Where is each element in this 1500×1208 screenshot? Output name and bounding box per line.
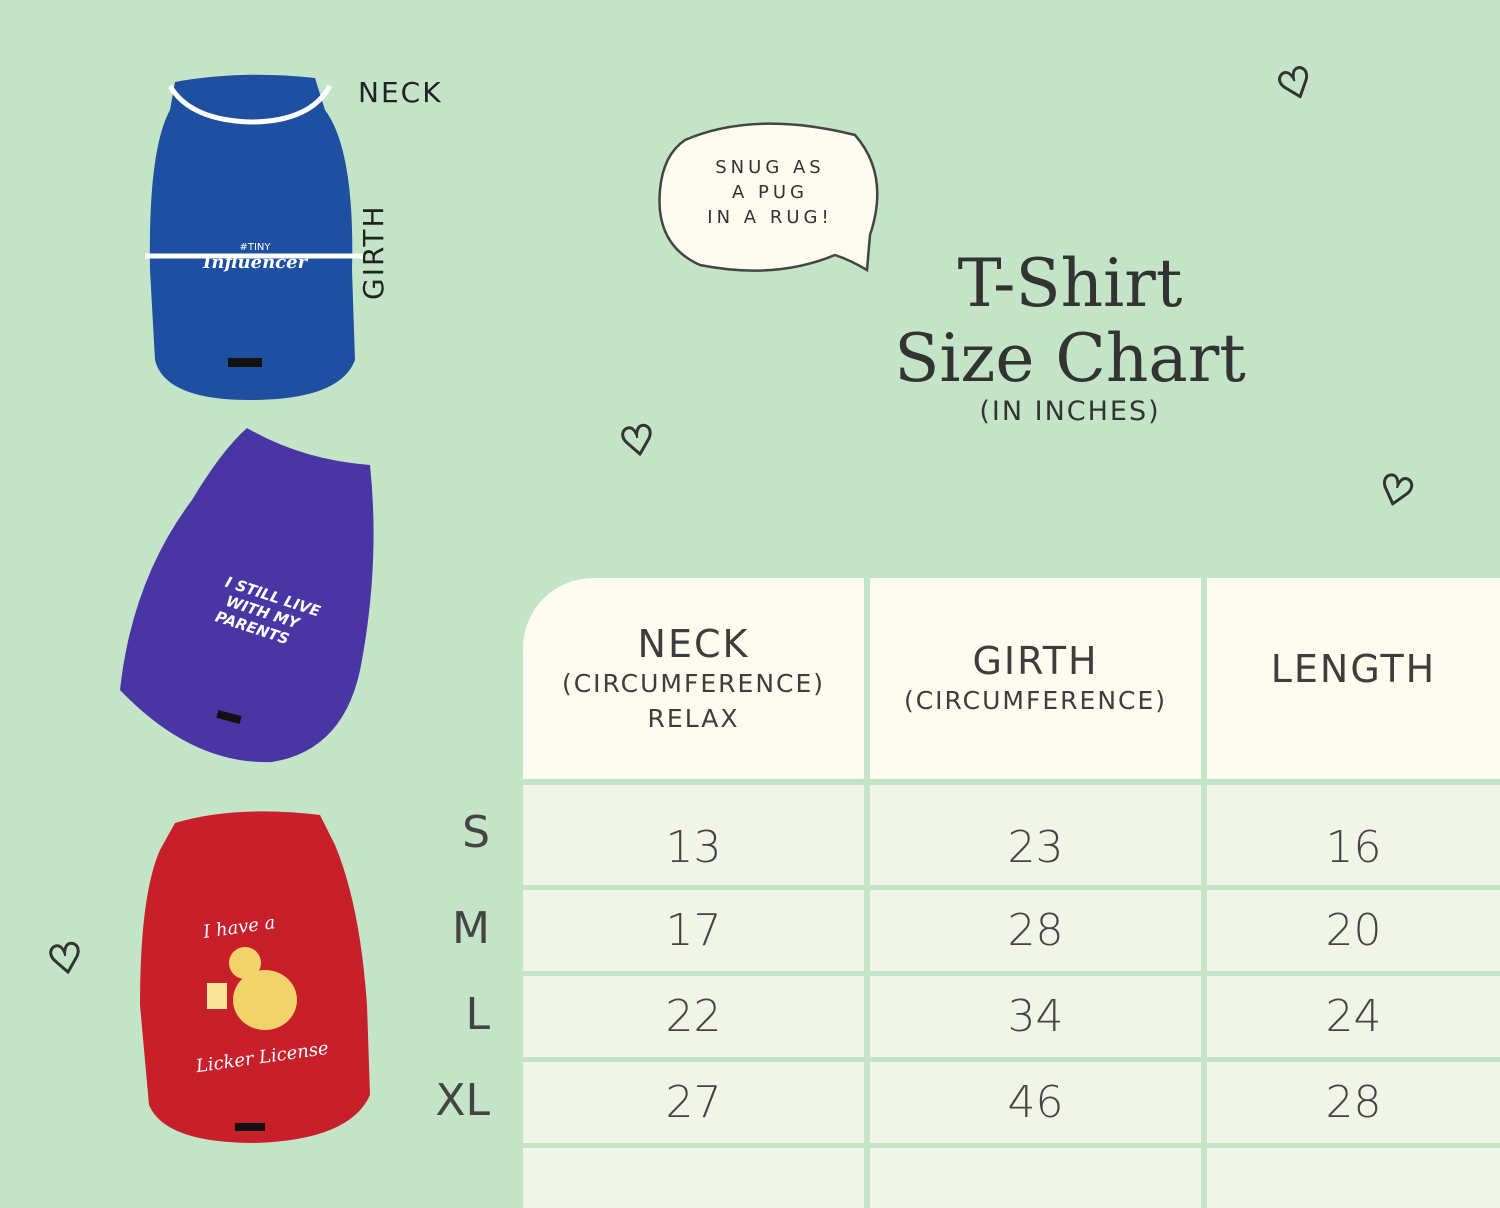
header-girth: GIRTH (CIRCUMFERENCE) xyxy=(870,578,1201,779)
girth-label: GIRTH xyxy=(357,204,390,300)
cell-value: 16 xyxy=(1325,821,1382,873)
header-main: LENGTH xyxy=(1270,646,1437,691)
cell-value: 13 xyxy=(665,821,722,873)
cell-value: 28 xyxy=(1007,905,1064,956)
header-main: NECK xyxy=(637,621,750,666)
heart-icon: ♡ xyxy=(1270,56,1321,113)
header-main: GIRTH xyxy=(972,639,1099,683)
size-label: S xyxy=(462,807,490,858)
title-unit: (IN INCHES) xyxy=(979,396,1161,427)
title-line-2: Size Chart xyxy=(894,320,1246,397)
bubble-line: IN A RUG! xyxy=(707,207,833,228)
shirt-print-text: #TINY xyxy=(239,242,271,253)
cell-value: 23 xyxy=(1007,821,1064,873)
cell-value: 24 xyxy=(1325,991,1382,1042)
empty-cell xyxy=(870,1148,1201,1208)
bubble-text: SNUG AS A PUG IN A RUG! xyxy=(680,155,860,230)
table-cell: 13 xyxy=(523,785,864,885)
table-cell: 28 xyxy=(870,890,1201,971)
empty-cell xyxy=(523,1148,864,1208)
size-label: L xyxy=(465,988,490,1040)
table-cell: 20 xyxy=(1207,890,1500,971)
neck-label: NECK xyxy=(358,76,443,109)
purple-tshirt-image: I STILL LIVE WITH MY PARENTS xyxy=(120,428,374,763)
header-sub: RELAX xyxy=(647,703,740,733)
header-length: LENGTH xyxy=(1207,578,1500,779)
title-line-1: T-Shirt xyxy=(957,245,1183,322)
heart-icon: ♡ xyxy=(615,415,660,469)
table-cell: 24 xyxy=(1207,976,1500,1057)
header-neck: NECK (CIRCUMFERENCE) RELAX xyxy=(523,578,864,779)
cell-value: 46 xyxy=(1007,1077,1064,1128)
shirt-print-text: Influencer xyxy=(202,252,309,273)
table-cell: 17 xyxy=(523,890,864,971)
header-sub: (CIRCUMFERENCE) xyxy=(561,668,826,698)
heart-icon: ♡ xyxy=(43,933,88,987)
red-tshirt-image: I have a Licker License xyxy=(140,811,370,1143)
table-cell: 16 xyxy=(1207,785,1500,885)
empty-cell xyxy=(1207,1148,1500,1208)
cell-value: 28 xyxy=(1325,1077,1382,1128)
size-label: XL xyxy=(435,1074,490,1126)
table-cell: 23 xyxy=(870,785,1201,885)
table-cell: 28 xyxy=(1207,1062,1500,1143)
heart-icon: ♡ xyxy=(1372,464,1421,520)
bubble-line: SNUG AS xyxy=(715,157,825,178)
speech-bubble xyxy=(658,122,879,273)
size-label: M xyxy=(452,902,490,954)
cell-value: 20 xyxy=(1325,905,1382,956)
cell-value: 22 xyxy=(665,991,722,1042)
table-cell: 34 xyxy=(870,976,1201,1057)
header-sub: (CIRCUMFERENCE) xyxy=(903,686,1168,715)
table-cell: 46 xyxy=(870,1062,1201,1143)
table-cell: 22 xyxy=(523,976,864,1057)
bubble-line: A PUG xyxy=(731,182,808,203)
cell-value: 34 xyxy=(1007,991,1064,1042)
cell-value: 17 xyxy=(665,905,722,956)
blue-tshirt-image: #TINY Influencer xyxy=(145,74,365,401)
cell-value: 27 xyxy=(665,1077,722,1128)
table-cell: 27 xyxy=(523,1062,864,1143)
